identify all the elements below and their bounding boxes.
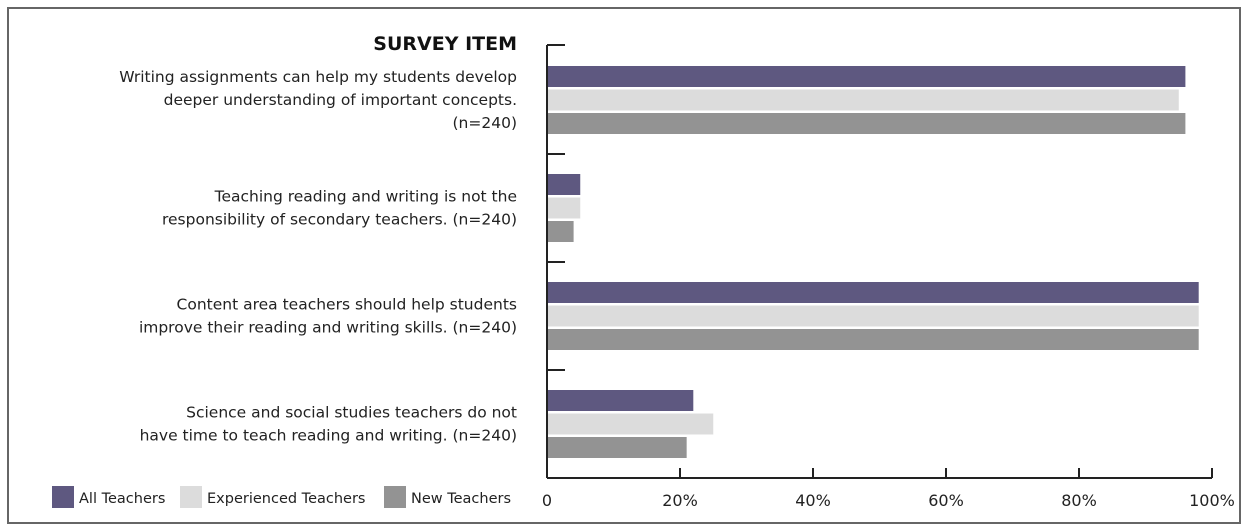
bar [548,390,694,411]
axes [546,44,1213,479]
bar [548,66,1186,87]
legend-swatch [384,486,406,508]
bar [548,89,1179,111]
x-tick-label: 0 [542,491,552,510]
x-tick-labels: 0 20% 40% 60% 80% 100% [542,491,1235,510]
category-label: have time to teach reading and writing. … [140,427,517,445]
x-tick-label: 40% [795,491,831,510]
bar [548,329,1199,350]
bar [548,437,687,458]
legend: All Teachers Experienced Teachers New Teac… [52,486,511,508]
chart-title: SURVEY ITEM [373,33,517,55]
category-label: improve their reading and writing skills… [139,319,517,337]
x-tick-label: 100% [1189,491,1235,510]
x-tick-label: 20% [662,491,698,510]
legend-swatch [52,486,74,508]
category-labels: Writing assignments can help my students… [119,68,517,445]
category-label: responsibility of secondary teachers. (n… [162,211,517,229]
x-tick-label: 60% [928,491,964,510]
category-label: (n=240) [453,114,518,132]
category-label: Writing assignments can help my students… [119,68,517,86]
bar [548,174,581,195]
legend-label: All Teachers [79,491,165,507]
bar [548,413,714,435]
category-label: Teaching reading and writing is not the [214,188,517,206]
bar [548,305,1199,327]
legend-label: Experienced Teachers [207,491,365,507]
bars [548,66,1199,458]
category-label: deeper understanding of important concep… [164,91,517,109]
legend-label: New Teachers [411,491,511,507]
bar [548,113,1186,134]
x-tick-label: 80% [1061,491,1097,510]
category-label: Content area teachers should help studen… [177,296,517,314]
legend-swatch [180,486,202,508]
bar [548,197,581,219]
category-label: Science and social studies teachers do n… [186,404,517,422]
bar [548,282,1199,303]
bar [548,221,574,242]
